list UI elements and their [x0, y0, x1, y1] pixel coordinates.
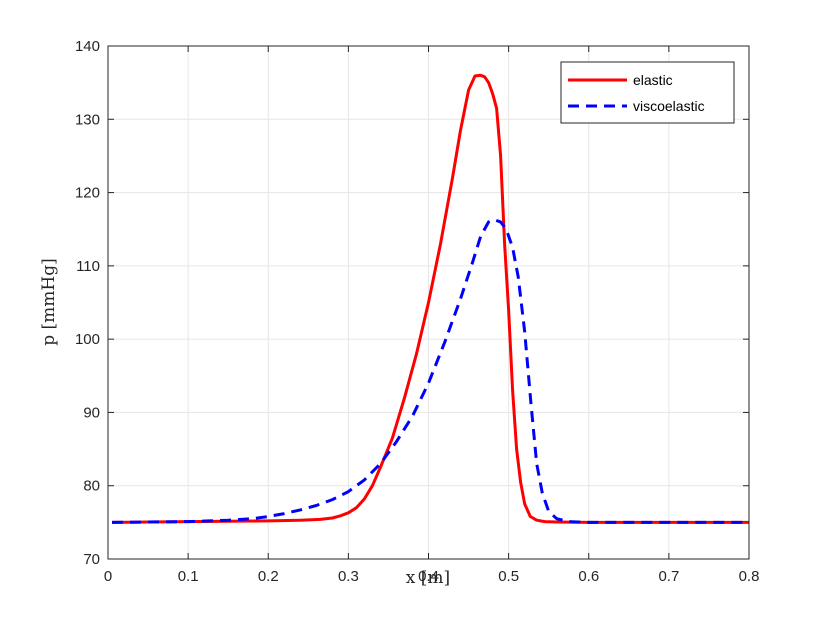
- y-tick-label: 110: [76, 258, 100, 275]
- legend-label-elastic: elastic: [633, 72, 673, 88]
- y-tick-label: 80: [83, 478, 100, 495]
- x-tick-label: 0.1: [178, 568, 199, 585]
- y-tick-label: 130: [75, 111, 100, 128]
- y-tick-label: 140: [75, 38, 100, 55]
- series-layer: [111, 73, 749, 524]
- legend-box: [560, 61, 735, 124]
- tick-labels: 0 0.1 0.2 0.3 0.4 0.5 0.6 0.7 0.8 70 80 90 100 110 120…: [75, 38, 759, 585]
- x-tick-label: 0.3: [338, 568, 359, 585]
- y-tick-label: 90: [83, 404, 100, 421]
- y-axis-label: p [mmHg]: [39, 258, 59, 346]
- tick-marks: [107, 45, 750, 560]
- legend: elastic viscoelastic: [560, 61, 735, 124]
- x-tick-label: 0.6: [578, 568, 599, 585]
- x-tick-label: 0.5: [498, 568, 519, 585]
- legend-label-viscoelastic: viscoelastic: [633, 98, 705, 114]
- x-tick-label: 0.7: [658, 568, 679, 585]
- x-tick-label: 0: [104, 568, 112, 585]
- y-tick-label: 70: [83, 551, 100, 568]
- x-tick-label: 0.2: [258, 568, 279, 585]
- x-tick-label: 0.4: [418, 568, 439, 585]
- x-axis-label: x [m]: [406, 568, 450, 588]
- y-tick-label: 120: [75, 185, 100, 202]
- series-line-viscoelastic: [111, 218, 749, 524]
- y-tick-label: 100: [75, 331, 100, 348]
- x-tick-label: 0.8: [739, 568, 760, 585]
- series-line-elastic: [111, 73, 749, 524]
